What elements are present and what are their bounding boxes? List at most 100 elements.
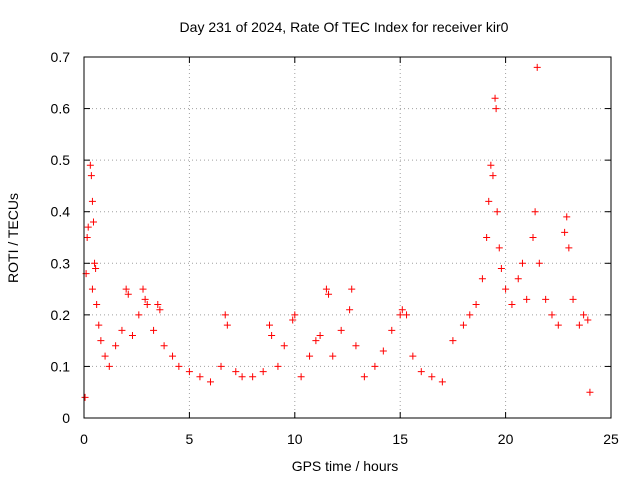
data-point xyxy=(409,352,417,360)
data-point xyxy=(92,264,100,272)
data-point xyxy=(586,388,594,396)
data-point xyxy=(371,362,379,370)
data-point xyxy=(249,373,257,381)
data-point xyxy=(196,373,204,381)
data-point xyxy=(93,301,101,309)
data-point xyxy=(403,311,411,319)
data-point xyxy=(81,393,89,401)
data-point xyxy=(88,285,96,293)
x-axis-label: GPS time / hours xyxy=(292,458,399,474)
data-point xyxy=(118,326,126,334)
data-point xyxy=(548,311,556,319)
data-point xyxy=(508,301,516,309)
y-tick-label: 0.3 xyxy=(51,255,71,271)
data-point xyxy=(217,362,225,370)
data-point xyxy=(322,285,330,293)
data-point xyxy=(266,321,274,329)
x-tick-label: 20 xyxy=(498,431,514,447)
data-point xyxy=(492,105,500,113)
data-point xyxy=(175,362,183,370)
data-point xyxy=(83,234,91,241)
x-tick-label: 5 xyxy=(186,431,194,447)
data-point xyxy=(398,306,406,314)
plot-frame xyxy=(83,56,612,419)
data-point xyxy=(291,311,299,319)
y-tick-label: 0.6 xyxy=(51,101,71,117)
data-point xyxy=(268,331,276,339)
data-point xyxy=(493,208,501,216)
data-point xyxy=(449,337,457,345)
axis-ticks xyxy=(83,56,612,419)
data-point xyxy=(84,223,92,231)
data-point xyxy=(360,373,368,381)
data-point xyxy=(101,352,109,360)
data-point xyxy=(112,342,120,350)
data-point xyxy=(128,331,136,339)
data-point xyxy=(489,172,497,180)
data-point xyxy=(535,259,543,267)
y-tick-label: 0.4 xyxy=(51,204,71,220)
data-point xyxy=(124,290,132,298)
data-point xyxy=(580,311,588,319)
x-tick-label: 25 xyxy=(603,431,619,447)
data-point xyxy=(150,326,158,334)
data-point xyxy=(466,311,474,319)
data-points xyxy=(81,63,594,401)
data-point xyxy=(316,331,324,339)
x-tick-labels: 0 5 10 15 20 25 xyxy=(80,431,619,447)
x-tick-label: 15 xyxy=(392,431,408,447)
data-point xyxy=(478,275,486,283)
data-point xyxy=(563,213,571,221)
data-point xyxy=(491,94,499,102)
y-tick-label: 0.7 xyxy=(51,49,71,65)
grid-lines xyxy=(84,57,611,418)
chart-title: Day 231 of 2024, Rate Of TEC Index for r… xyxy=(180,19,509,35)
data-point xyxy=(502,285,510,293)
data-point xyxy=(122,285,130,293)
data-point xyxy=(88,197,96,205)
y-tick-label: 0.5 xyxy=(51,152,71,168)
data-point xyxy=(348,285,356,293)
x-tick-label: 10 xyxy=(287,431,303,447)
data-point xyxy=(531,208,539,216)
data-point xyxy=(139,285,147,293)
data-point xyxy=(325,290,333,298)
x-tick-label: 0 xyxy=(80,431,88,447)
data-point xyxy=(97,337,105,345)
data-point xyxy=(472,301,480,309)
data-point xyxy=(388,326,396,334)
data-point xyxy=(143,301,151,309)
data-point xyxy=(495,244,503,252)
data-point xyxy=(206,378,214,386)
data-point xyxy=(575,321,583,329)
y-tick-label: 0 xyxy=(62,410,70,426)
y-axis-label: ROTI / TECUs xyxy=(5,193,21,283)
data-point xyxy=(485,197,493,205)
data-point xyxy=(312,337,320,345)
data-point xyxy=(91,259,99,267)
data-point xyxy=(417,368,425,376)
data-point xyxy=(518,259,526,267)
data-point xyxy=(280,342,288,350)
data-point xyxy=(86,161,94,169)
data-point xyxy=(185,368,193,376)
data-point xyxy=(141,295,149,303)
data-point xyxy=(105,362,113,370)
data-point xyxy=(95,321,103,329)
data-point xyxy=(135,311,143,319)
data-point xyxy=(169,352,177,360)
data-point xyxy=(87,172,95,180)
y-tick-label: 0.1 xyxy=(51,358,71,374)
data-point xyxy=(379,347,387,355)
data-point xyxy=(533,63,541,71)
y-tick-label: 0.2 xyxy=(51,307,71,323)
data-point xyxy=(232,368,240,376)
data-point xyxy=(459,321,467,329)
data-point xyxy=(329,352,337,360)
data-point xyxy=(238,373,246,381)
data-point xyxy=(154,301,162,309)
data-point xyxy=(428,373,436,381)
data-point xyxy=(352,342,360,350)
data-point xyxy=(396,311,404,319)
